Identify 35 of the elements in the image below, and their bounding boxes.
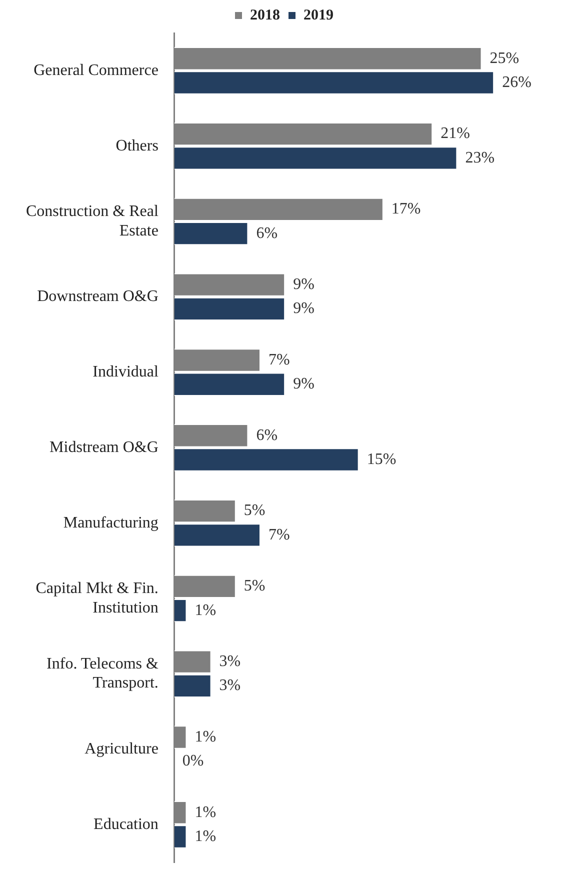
legend-label: 2018 <box>250 7 280 24</box>
y-tick-label: Downstream O&G <box>37 288 159 306</box>
y-tick-label: General Commerce <box>34 62 158 79</box>
data-label: 1% <box>194 728 216 746</box>
data-label: 26% <box>502 74 532 91</box>
data-label: 7% <box>268 526 290 544</box>
data-label: 1% <box>194 828 216 845</box>
data-label: 1% <box>194 602 216 619</box>
y-tick-label: Manufacturing <box>63 514 158 532</box>
data-label: 0% <box>182 752 204 770</box>
data-label: 23% <box>465 149 495 166</box>
data-label: 6% <box>256 426 278 444</box>
y-tick-label: Info. Telecoms & Transport. <box>46 656 159 692</box>
data-label: 9% <box>293 376 314 393</box>
y-tick-label: Capital Mkt & Fin. Institution <box>36 580 158 616</box>
data-label: 5% <box>244 578 266 595</box>
data-label: 5% <box>244 502 266 520</box>
data-label: 25% <box>490 50 520 67</box>
data-label: 17% <box>391 200 421 218</box>
y-tick-label: Others <box>116 137 158 154</box>
data-label: 6% <box>256 224 278 242</box>
y-tick-label: Education <box>94 816 158 833</box>
y-tick-label: Agriculture <box>84 740 158 758</box>
data-label: 21% <box>440 125 470 142</box>
y-tick-label: Individual <box>92 364 159 381</box>
y-tick-label: Midstream O&G <box>50 438 159 456</box>
data-label: 9% <box>293 300 314 318</box>
data-label: 15% <box>366 450 396 468</box>
data-label: 1% <box>194 804 216 821</box>
legend-label: 2019 <box>304 7 334 24</box>
data-label: 3% <box>219 653 241 670</box>
y-tick-label: Construction & Real Estate <box>26 203 159 240</box>
data-label: 7% <box>268 351 290 368</box>
data-label: 9% <box>293 276 314 294</box>
data-label: 3% <box>219 677 241 694</box>
